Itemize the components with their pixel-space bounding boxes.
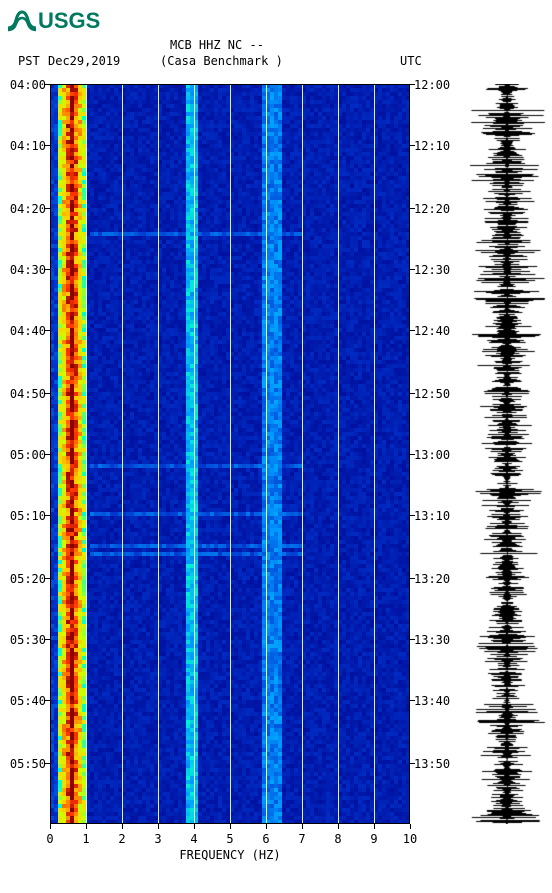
y-tick-right: 13:10 — [414, 509, 454, 523]
waveform-plot — [468, 84, 546, 824]
y-tick-left: 05:30 — [6, 633, 46, 647]
y-tick-left: 05:50 — [6, 757, 46, 771]
x-tick: 8 — [328, 832, 348, 846]
y-tick-left: 04:30 — [6, 263, 46, 277]
y-tick-right: 12:20 — [414, 202, 454, 216]
y-tick-right: 13:40 — [414, 694, 454, 708]
y-tick-left: 04:50 — [6, 387, 46, 401]
x-tick: 5 — [220, 832, 240, 846]
spectrogram-plot: 04:0004:1004:2004:3004:4004:5005:0005:10… — [50, 84, 410, 824]
y-tick-right: 12:10 — [414, 139, 454, 153]
tz-left-label: PST — [18, 54, 40, 68]
y-tick-left: 04:20 — [6, 202, 46, 216]
y-tick-right: 13:20 — [414, 572, 454, 586]
x-tick: 3 — [148, 832, 168, 846]
x-tick: 9 — [364, 832, 384, 846]
x-axis-title: FREQUENCY (HZ) — [50, 848, 410, 862]
x-tick: 4 — [184, 832, 204, 846]
y-tick-left: 05:00 — [6, 448, 46, 462]
y-tick-left: 05:20 — [6, 572, 46, 586]
y-tick-left: 05:10 — [6, 509, 46, 523]
date-label: Dec29,2019 — [48, 54, 120, 68]
y-tick-right: 12:40 — [414, 324, 454, 338]
usgs-wave-icon — [8, 10, 36, 32]
x-tick: 0 — [40, 832, 60, 846]
y-tick-left: 04:10 — [6, 139, 46, 153]
waveform-canvas — [468, 84, 546, 824]
y-tick-right: 12:00 — [414, 78, 454, 92]
location-label: (Casa Benchmark ) — [160, 54, 283, 68]
x-tick: 1 — [76, 832, 96, 846]
station-code: MCB HHZ NC -- — [170, 38, 264, 52]
x-tick: 6 — [256, 832, 276, 846]
y-tick-right: 12:30 — [414, 263, 454, 277]
y-tick-right: 13:30 — [414, 633, 454, 647]
x-tick: 10 — [400, 832, 420, 846]
y-tick-right: 12:50 — [414, 387, 454, 401]
y-tick-left: 05:40 — [6, 694, 46, 708]
y-tick-right: 13:00 — [414, 448, 454, 462]
usgs-logo: USGS — [8, 8, 100, 34]
x-tick: 2 — [112, 832, 132, 846]
y-tick-right: 13:50 — [414, 757, 454, 771]
y-tick-left: 04:00 — [6, 78, 46, 92]
plot-border — [50, 84, 410, 824]
tz-right-label: UTC — [400, 54, 422, 68]
y-tick-left: 04:40 — [6, 324, 46, 338]
x-tick: 7 — [292, 832, 312, 846]
usgs-text: USGS — [38, 8, 100, 34]
